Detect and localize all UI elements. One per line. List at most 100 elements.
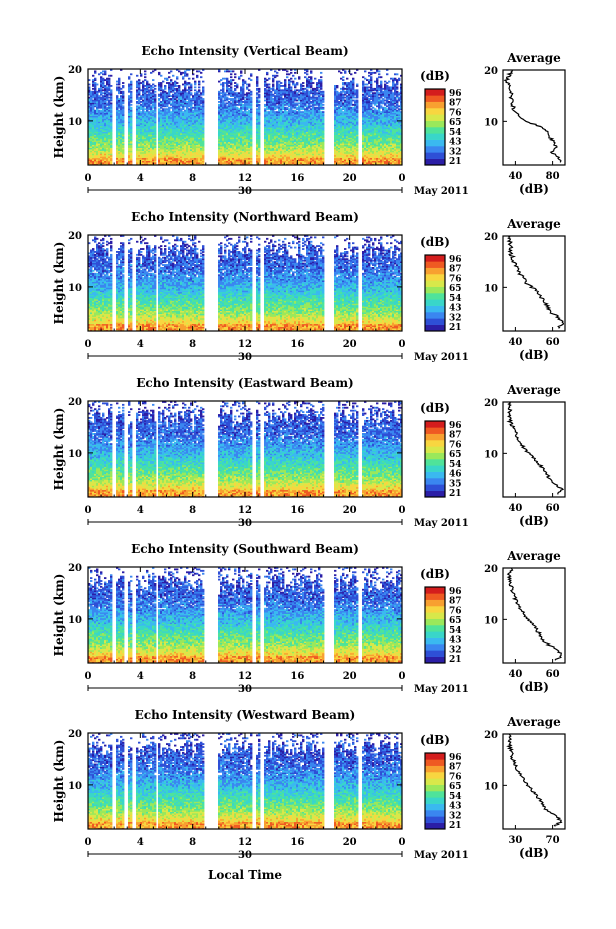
panel-title: Echo Intensity (Eastward Beam) xyxy=(136,376,353,390)
x-tick-label: 4 xyxy=(137,173,144,184)
colorbar-tick: 65 xyxy=(449,284,462,294)
x-tick-label: 8 xyxy=(189,339,196,350)
y-axis-label: Height (km) xyxy=(52,408,66,491)
panel-title: Echo Intensity (Westward Beam) xyxy=(135,708,356,722)
colorbar-swatch xyxy=(425,823,445,830)
profile-x-label: (dB) xyxy=(519,514,549,528)
profile-y-tick: 10 xyxy=(484,615,498,626)
colorbar-tick: 87 xyxy=(449,265,462,275)
panel-title: Echo Intensity (Vertical Beam) xyxy=(141,44,348,58)
profile-title: Average xyxy=(506,383,561,397)
date-label: May 2011 xyxy=(414,518,469,529)
y-tick-label: 20 xyxy=(68,65,82,76)
profile-y-tick: 20 xyxy=(484,564,498,575)
colorbar-tick: 87 xyxy=(449,431,462,441)
colorbar-tick: 43 xyxy=(449,138,462,148)
x-axis-label: Local Time xyxy=(208,868,282,882)
colorbar-tick: 43 xyxy=(449,802,462,812)
date-day-label: 30 xyxy=(238,684,252,695)
colorbar-swatch xyxy=(425,459,445,466)
heatmap-cells xyxy=(88,567,402,663)
colorbar-swatch xyxy=(425,453,445,460)
profile-x-tick: 80 xyxy=(546,171,560,182)
panel-title: Echo Intensity (Northward Beam) xyxy=(131,210,359,224)
profile-line xyxy=(508,734,561,826)
y-tick-label: 20 xyxy=(68,563,82,574)
profile-y-tick: 10 xyxy=(484,117,498,128)
colorbar-tick: 96 xyxy=(449,255,462,265)
x-tick-label: 8 xyxy=(189,837,196,848)
colorbar-swatch xyxy=(425,478,445,485)
x-tick-label: 4 xyxy=(137,339,144,350)
date-label: May 2011 xyxy=(414,186,469,197)
colorbar-tick: 65 xyxy=(449,118,462,128)
colorbar-swatch xyxy=(425,108,445,115)
profile-x-label: (dB) xyxy=(519,846,549,860)
colorbar-tick: 32 xyxy=(449,811,462,821)
beam-panel: Echo Intensity (Westward Beam)0 4 8 12 16 20 0… xyxy=(52,708,565,861)
x-tick-label: 8 xyxy=(189,505,196,516)
colorbar-swatch xyxy=(425,606,445,613)
colorbar-swatch xyxy=(425,772,445,779)
colorbar-swatch xyxy=(425,484,445,491)
colorbar-tick: 54 xyxy=(449,128,462,138)
colorbar-swatch xyxy=(425,325,445,332)
colorbar-swatch xyxy=(425,318,445,325)
colorbar-swatch xyxy=(425,759,445,766)
colorbar-unit: (dB) xyxy=(420,235,450,249)
profile-frame xyxy=(503,402,565,497)
y-tick-label: 10 xyxy=(68,449,82,460)
colorbar-swatch xyxy=(425,785,445,792)
colorbar-swatch xyxy=(425,280,445,287)
x-tick-label: 4 xyxy=(137,837,144,848)
date-label: May 2011 xyxy=(414,352,469,363)
y-tick-label: 20 xyxy=(68,729,82,740)
colorbar-swatch xyxy=(425,127,445,134)
date-label: May 2011 xyxy=(414,850,469,861)
x-tick-label: 0 xyxy=(399,505,406,516)
colorbar-swatch xyxy=(425,274,445,281)
beam-panel: Echo Intensity (Vertical Beam)0 4 8 12 16 20 0… xyxy=(52,44,565,197)
colorbar-tick: 65 xyxy=(449,450,462,460)
date-day-label: 30 xyxy=(238,352,252,363)
colorbar-swatch xyxy=(425,287,445,294)
colorbar-tick: 96 xyxy=(449,587,462,597)
colorbar-swatch xyxy=(425,146,445,153)
y-axis-label: Height (km) xyxy=(52,740,66,823)
profile-y-tick: 10 xyxy=(484,449,498,460)
colorbar-swatch xyxy=(425,650,445,657)
colorbar-tick: 54 xyxy=(449,792,462,802)
x-tick-label: 4 xyxy=(137,671,144,682)
colorbar-tick: 54 xyxy=(449,460,462,470)
x-tick-label: 0 xyxy=(399,837,406,848)
profile-x-tick: 40 xyxy=(508,669,522,680)
colorbar-swatch xyxy=(425,299,445,306)
profile-y-tick: 10 xyxy=(484,781,498,792)
colorbar-swatch xyxy=(425,612,445,619)
colorbar-swatch xyxy=(425,255,445,262)
x-tick-label: 16 xyxy=(290,505,304,516)
colorbar-swatch xyxy=(425,133,445,140)
beam-panel: Echo Intensity (Southward Beam)0 4 8 12 16 20… xyxy=(52,542,565,695)
x-tick-label: 0 xyxy=(399,339,406,350)
x-tick-label: 12 xyxy=(238,339,252,350)
profile-title: Average xyxy=(506,549,561,563)
profile-title: Average xyxy=(506,51,561,65)
colorbar-swatch xyxy=(425,644,445,651)
colorbar-swatch xyxy=(425,102,445,109)
x-tick-label: 8 xyxy=(189,671,196,682)
y-axis-label: Height (km) xyxy=(52,574,66,657)
profile-x-tick: 40 xyxy=(508,337,522,348)
colorbar-swatch xyxy=(425,600,445,607)
colorbar-swatch xyxy=(425,766,445,773)
profile-frame xyxy=(503,70,565,165)
profile-x-tick: 70 xyxy=(546,835,560,846)
colorbar-tick: 87 xyxy=(449,763,462,773)
x-tick-label: 0 xyxy=(85,671,92,682)
colorbar-tick: 96 xyxy=(449,89,462,99)
profile-x-tick: 60 xyxy=(546,669,560,680)
x-tick-label: 0 xyxy=(85,173,92,184)
y-tick-label: 20 xyxy=(68,231,82,242)
colorbar-tick: 21 xyxy=(449,655,462,665)
profile-x-tick: 30 xyxy=(508,835,522,846)
